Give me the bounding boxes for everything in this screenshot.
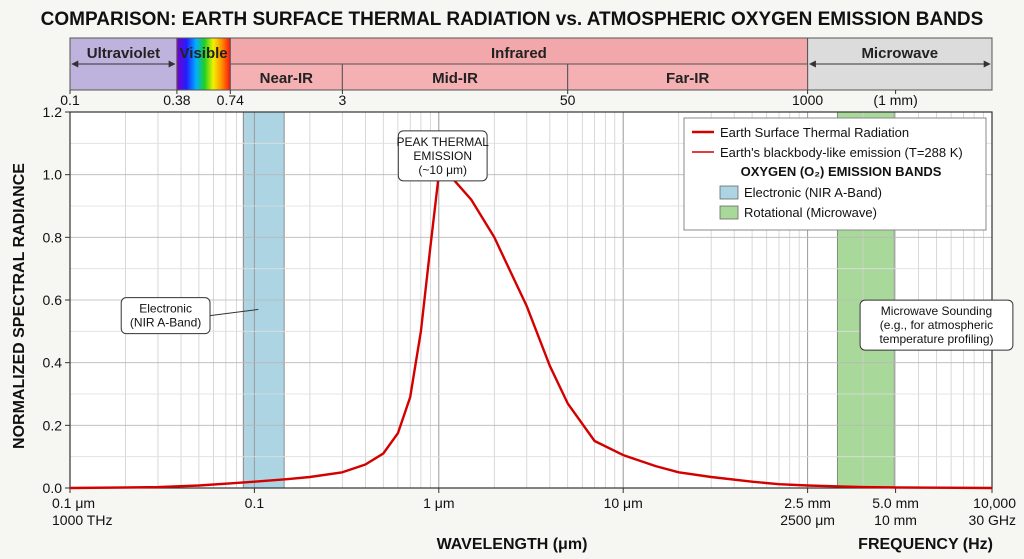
annotation-box — [120, 297, 211, 335]
top-tick-label: 3 — [338, 92, 346, 108]
top-tick-label: 0.1 — [60, 92, 80, 108]
legend-patch — [719, 205, 739, 220]
y-tick-label: 0.2 — [43, 417, 63, 433]
x-tick-label-secondary: 10 mm — [874, 512, 917, 528]
y-tick-label: 0.6 — [43, 292, 63, 308]
x-tick-label: 5.0 mm — [872, 495, 919, 511]
top-tick-label: (1 mm) — [873, 92, 917, 108]
y-tick-label: 1.2 — [43, 104, 63, 120]
x-axis-label-frequency: FREQUENCY (Hz) — [858, 536, 993, 553]
annotation-text: PEAK THERMAL — [396, 135, 489, 149]
x-tick-label: 0.1 — [245, 495, 265, 511]
band-label-infrared: Infrared — [491, 45, 547, 62]
top-tick-label: 50 — [560, 92, 576, 108]
legend-entry: Earth's blackbody-like emission (T=288 K… — [720, 145, 963, 160]
annotation-text: (NIR A-Band) — [130, 316, 201, 330]
top-tick-label: 1000 — [792, 92, 823, 108]
x-tick-label: 0.1 μm — [52, 495, 95, 511]
band-label-ultraviolet: Ultraviolet — [87, 45, 160, 62]
legend-section-entry: Electronic (NIR A-Band) — [744, 185, 882, 200]
y-tick-label: 0.0 — [43, 480, 63, 496]
legend-box — [683, 117, 987, 231]
x-tick-label: 2.5 mm — [784, 495, 831, 511]
legend-entry: Earth Surface Thermal Radiation — [720, 125, 909, 140]
annotation-text: temperature profiling) — [879, 332, 993, 346]
subband-label: Far-IR — [666, 70, 710, 87]
annotation-box — [397, 130, 488, 182]
x-tick-label: 10,000 — [973, 495, 1016, 511]
chart-title: COMPARISON: EARTH SURFACE THERMAL RADIAT… — [41, 9, 984, 30]
band-visible — [176, 37, 231, 91]
top-tick-label: 0.74 — [217, 92, 244, 108]
y-tick-label: 0.8 — [43, 229, 63, 245]
legend-section-title: OXYGEN (O₂) EMISSION BANDS — [741, 164, 942, 179]
legend-patch — [719, 185, 739, 200]
annotation-text: Microwave Sounding — [881, 304, 992, 318]
annotation-text: (e.g., for atmospheric — [880, 318, 993, 332]
subband-label: Mid-IR — [432, 70, 478, 87]
top-tick-label: 0.38 — [163, 92, 190, 108]
y-tick-label: 1.0 — [43, 167, 63, 183]
annotation-text: (~10 μm) — [418, 163, 467, 177]
y-tick-label: 0.4 — [43, 355, 63, 371]
x-tick-label-secondary: 2500 μm — [780, 512, 835, 528]
y-axis-label: NORMALIZED SPECTRAL RADIANCE — [11, 163, 28, 449]
x-tick-label-secondary: 1000 THz — [52, 512, 112, 528]
annotation-text: Electronic — [139, 302, 192, 316]
x-tick-label: 10 μm — [604, 495, 643, 511]
band-label-visible: Visible — [180, 45, 228, 62]
legend-section-entry: Rotational (Microwave) — [744, 205, 877, 220]
subband-far-ir — [567, 63, 809, 91]
subband-mid-ir — [341, 63, 569, 91]
annotation-text: EMISSION — [413, 149, 472, 163]
x-axis-label: WAVELENGTH (μm) — [437, 536, 588, 553]
annotation-box — [859, 299, 1014, 351]
series-line-0 — [69, 173, 993, 490]
annotation-pointer — [209, 308, 259, 317]
band-label-microwave: Microwave — [861, 45, 938, 62]
subband-label: Near-IR — [260, 70, 314, 87]
x-tick-label: 1 μm — [423, 495, 454, 511]
x-tick-label-secondary: 30 GHz — [969, 512, 1016, 528]
